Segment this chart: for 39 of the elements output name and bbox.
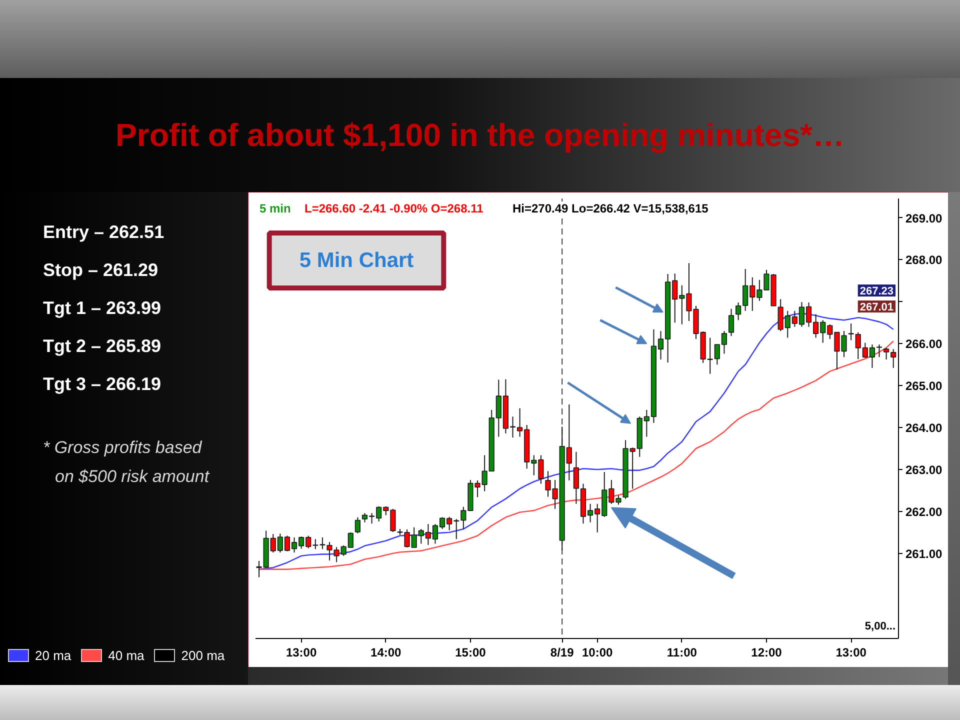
candlestick bbox=[354, 516, 360, 534]
legend-label: 40 ma bbox=[108, 648, 144, 664]
annotation: 5 Min Chart bbox=[299, 249, 414, 272]
candlestick bbox=[728, 308, 734, 337]
chart-subtitle: 5 min bbox=[260, 202, 291, 216]
y-tick-label: 264.00 bbox=[906, 421, 943, 436]
text: Entry – 262.51 bbox=[43, 222, 164, 242]
y-tick-label: 266.00 bbox=[906, 337, 943, 352]
y-tick-label: 262.00 bbox=[906, 504, 943, 519]
candlestick bbox=[736, 302, 742, 321]
candlestick bbox=[848, 322, 854, 341]
x-tick-label: 13:00 bbox=[836, 646, 867, 660]
x-tick-label: 12:00 bbox=[751, 646, 782, 660]
annotation: Hi=270.49 Lo=266.42 V=15,538,615 bbox=[512, 202, 709, 216]
x-tick-label: 8/19 bbox=[550, 646, 574, 660]
x-tick-label: 14:00 bbox=[370, 646, 402, 660]
candlestick bbox=[876, 344, 882, 358]
text: Tgt 2 – 265.89 bbox=[43, 336, 162, 356]
text: Stop – 261.29 bbox=[43, 260, 158, 280]
y-tick-label: 263.00 bbox=[906, 462, 943, 477]
y-tick-label: 268.00 bbox=[906, 253, 943, 268]
candlestick bbox=[573, 451, 579, 504]
text: * Gross profits based on $500 risk amount bbox=[43, 437, 211, 488]
text: Tgt 1 – 263.99 bbox=[43, 298, 162, 318]
x-tick-label: 15:00 bbox=[455, 646, 486, 660]
chart-title: Profit of about $1,100 in the opening minutes*… bbox=[0, 78, 960, 192]
x-tick-label: 10:00 bbox=[582, 646, 614, 660]
annotation: L=266.60 -2.41 -0.90% O=268.11 bbox=[304, 202, 484, 216]
annotation: 5,00... bbox=[864, 620, 896, 632]
annotation: 267.23 bbox=[860, 286, 894, 298]
legend-label: 200 ma bbox=[181, 648, 225, 664]
legend-label: 20 ma bbox=[35, 648, 72, 664]
x-tick-label: 11:00 bbox=[666, 646, 698, 660]
y-tick-label: 265.00 bbox=[906, 379, 943, 394]
y-tick-label: 261.00 bbox=[906, 546, 943, 561]
y-tick-label: 269.00 bbox=[906, 211, 943, 226]
x-tick-label: 13:00 bbox=[286, 646, 317, 660]
text: Tgt 3 – 266.19 bbox=[43, 374, 162, 394]
annotation: 267.01 bbox=[860, 302, 894, 314]
